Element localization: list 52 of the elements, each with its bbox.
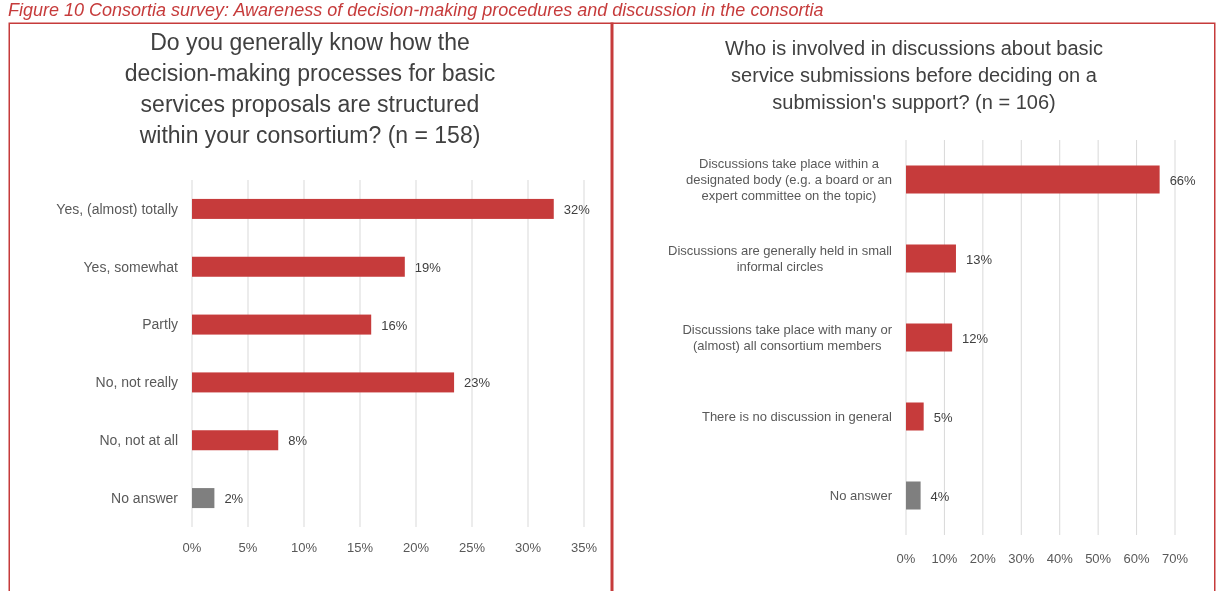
y-tick-label: Discussions are generally held in small informal circles [668, 243, 893, 274]
data-label: 5% [933, 409, 953, 425]
y-tick-label: Yes, somewhat [83, 258, 179, 275]
x-tick-label: 30% [1008, 551, 1035, 566]
chart-title: Do you generally know how the decision-making processes for basic services proposals are structured within your consortium? (n = 158) [124, 29, 496, 148]
x-tick-label: 10% [931, 551, 958, 566]
data-label: 19% [414, 259, 442, 275]
x-tick-label: 40% [1046, 551, 1074, 566]
y-tick-label: Discussions take place within a designated body (e.g. a board or an expert committee on the topic) [686, 156, 892, 203]
y-tick-label: There is no discussion in general [701, 409, 893, 425]
bar [906, 323, 953, 352]
x-tick-label: 60% [1123, 551, 1151, 566]
x-tick-label: 15% [346, 540, 374, 555]
bar [192, 372, 455, 393]
y-tick-label: Discussions take place with many or (almost) all consortium members [682, 322, 893, 353]
x-tick-label: 25% [458, 540, 486, 555]
bar [192, 198, 554, 219]
data-label: 23% [464, 375, 491, 391]
bar [906, 481, 921, 510]
y-tick-label: No answer [111, 489, 179, 506]
bar [192, 430, 279, 451]
data-label: 16% [381, 317, 408, 333]
y-tick-label: Yes, (almost) totally [56, 200, 178, 217]
x-tick-label: 50% [1085, 551, 1112, 566]
bar [906, 165, 1160, 194]
data-label: 66% [1169, 172, 1197, 188]
y-tick-label: No answer [829, 488, 893, 504]
x-tick-label: 5% [238, 540, 258, 555]
data-label: 13% [965, 251, 993, 267]
bar [192, 488, 215, 509]
x-tick-label: 35% [570, 540, 598, 555]
y-tick-label: No, not at all [99, 432, 178, 449]
x-tick-label: 70% [1161, 551, 1189, 566]
x-tick-label: 0% [896, 551, 916, 566]
data-label: 12% [962, 330, 989, 346]
bar [192, 256, 405, 277]
x-tick-label: 0% [182, 540, 202, 555]
data-label: 32% [563, 201, 591, 217]
caption: Figure 10 Consortia survey: Awareness of decision-making procedures and discussion in the consortia [8, 0, 824, 20]
bar [192, 314, 372, 335]
x-tick-label: 10% [290, 540, 318, 555]
data-label: 4% [930, 488, 950, 504]
data-label: 2% [224, 491, 244, 507]
y-tick-label: No, not really [95, 374, 178, 391]
x-tick-label: 20% [402, 540, 430, 555]
bar [906, 244, 956, 273]
chart-title: Who is involved in discussions about basic service submissions before deciding on a submission's support? (n = 106) [725, 37, 1103, 113]
x-tick-label: 30% [514, 540, 542, 555]
bar [906, 402, 924, 431]
data-label: 8% [288, 433, 308, 449]
y-tick-label: Partly [142, 316, 178, 333]
x-tick-label: 20% [969, 551, 997, 566]
